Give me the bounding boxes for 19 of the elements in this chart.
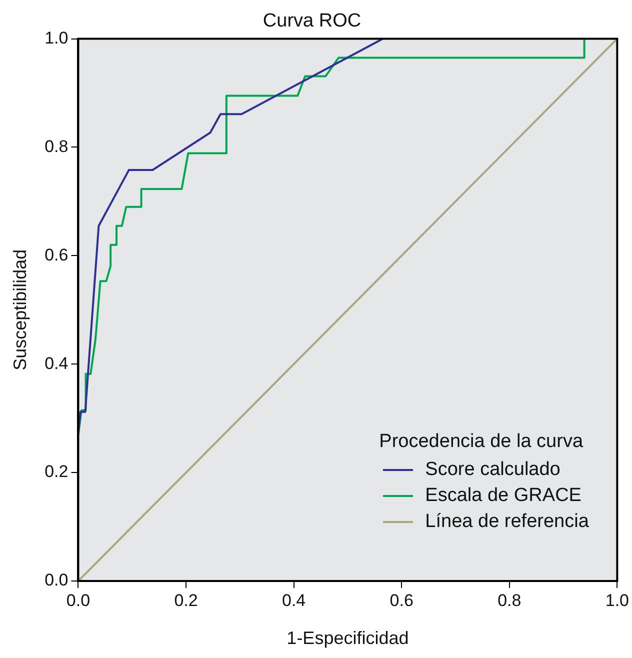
legend-label: Escala de GRACE	[425, 485, 582, 507]
x-tick-label: 1.0	[605, 590, 630, 610]
legend-label: Score calculado	[425, 459, 560, 481]
y-tick-label: 1.0	[44, 28, 68, 48]
legend-label: Línea de referencia	[425, 511, 589, 533]
y-axis-title: Susceptibilidad	[10, 249, 30, 370]
x-tick-label: 0.0	[66, 590, 90, 610]
chart-title: Curva ROC	[262, 10, 362, 32]
y-tick-label: 0.6	[44, 245, 68, 264]
y-tick-label: 0.8	[44, 136, 68, 156]
legend-title: Procedencia de la curva	[379, 431, 584, 453]
x-tick-label: 0.8	[498, 590, 522, 610]
x-axis-title: 1-Especificidad	[286, 628, 409, 648]
x-tick-label: 0.4	[282, 590, 306, 610]
y-tick-label: 0.4	[44, 354, 68, 373]
y-tick-label: 0.0	[44, 570, 68, 590]
x-tick-label: 0.6	[390, 590, 414, 610]
x-tick-label: 0.2	[174, 590, 198, 610]
y-tick-label: 0.2	[44, 462, 68, 482]
